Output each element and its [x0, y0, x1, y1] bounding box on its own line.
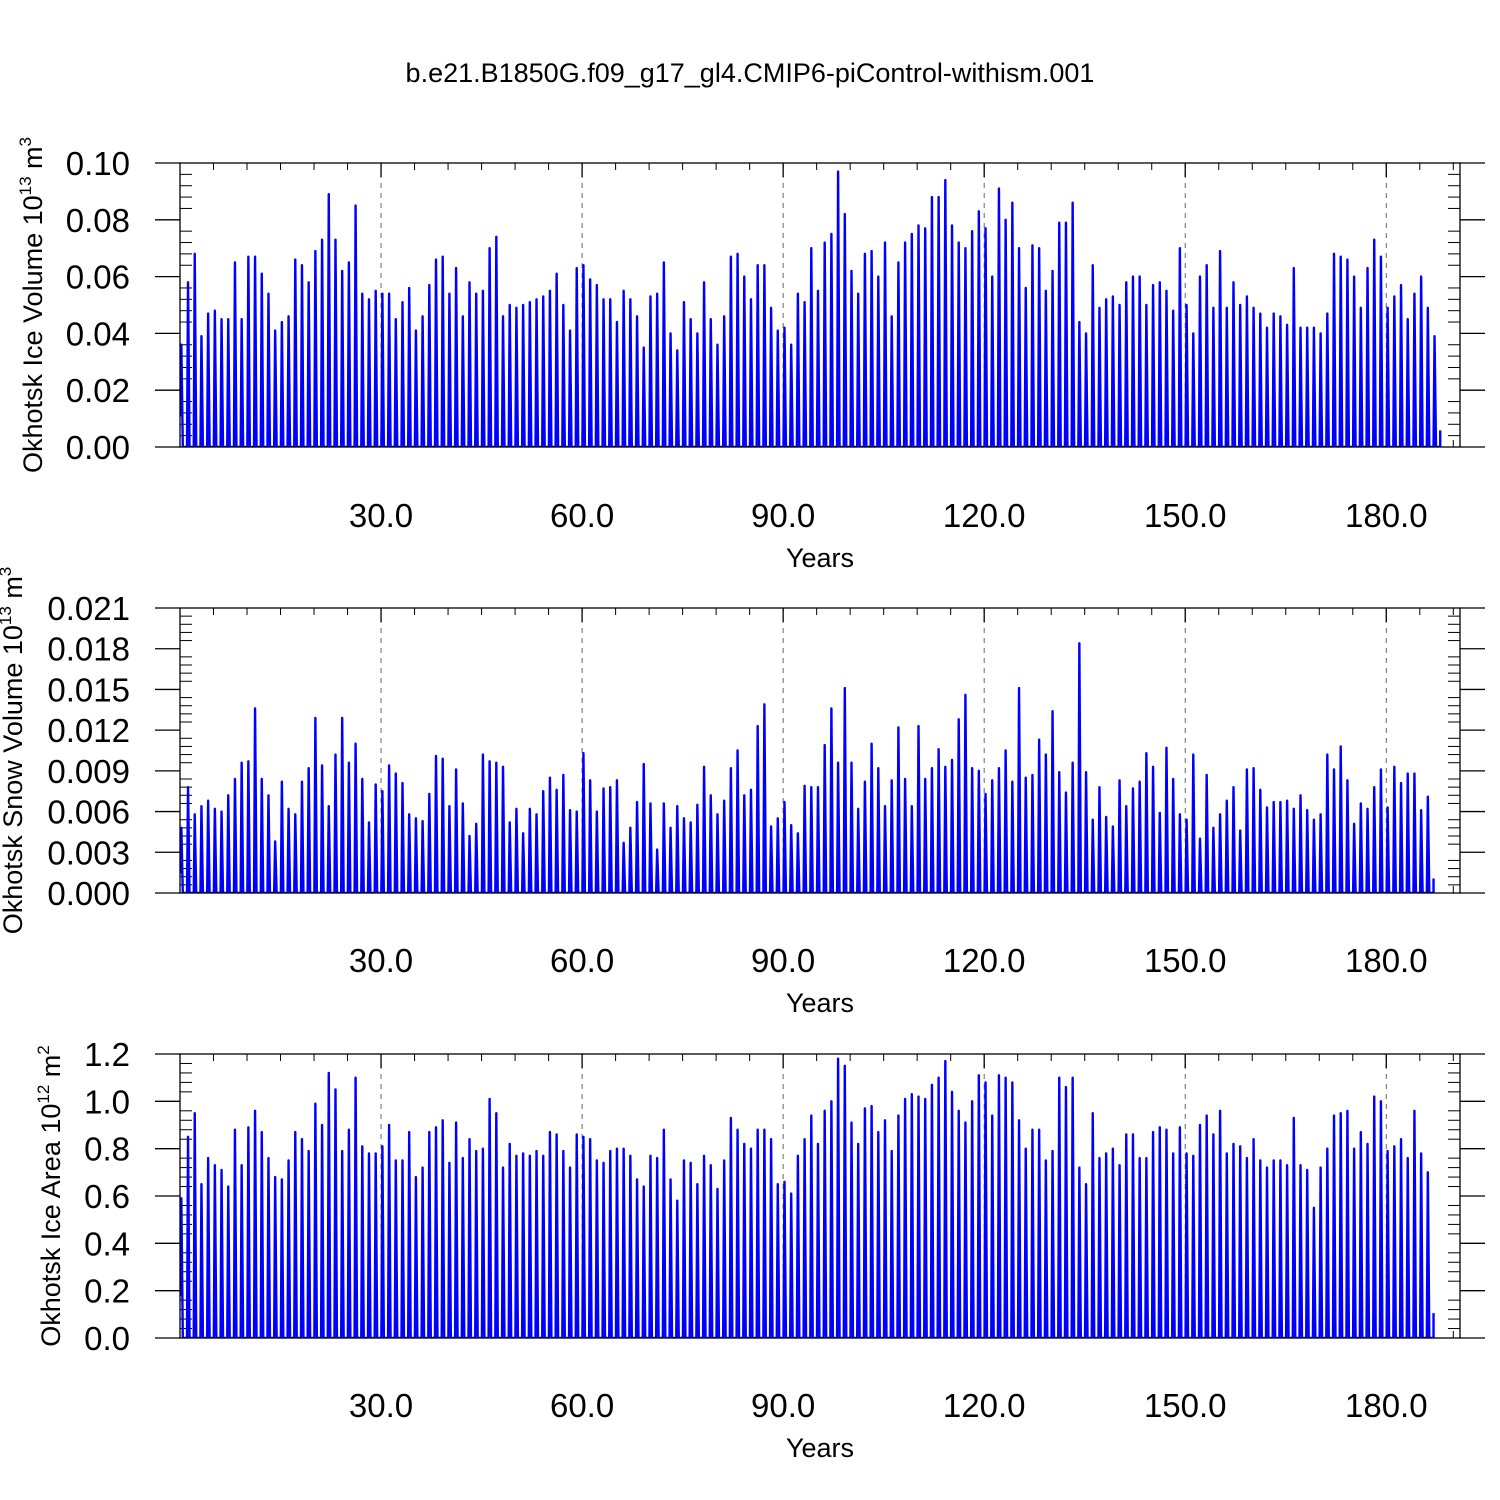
y-tick-label: 0.015 [47, 671, 130, 708]
y-tick-label: 1.0 [84, 1083, 130, 1120]
x-tick-label: 90.0 [751, 1387, 815, 1424]
panel-ice-volume: 0.00 0.02 0.04 0.06 0.08 0.10 30.0 60.0 90.0 120.… [16, 137, 1485, 573]
y-tick-label: 0.6 [84, 1178, 130, 1215]
plot-frame [179, 1053, 1461, 1339]
y-tick-label: 0.006 [47, 794, 130, 831]
x-tick-label: 180.0 [1345, 942, 1428, 979]
x-tick-label: 150.0 [1144, 1387, 1227, 1424]
x-axis-label: Years [786, 1433, 854, 1463]
y-tick-label: 0.009 [47, 753, 130, 790]
x-tick-label: 120.0 [943, 497, 1026, 534]
x-tick-label: 60.0 [550, 497, 614, 534]
y-tick-label: 0.4 [84, 1225, 130, 1262]
y-tick-label: 1.2 [84, 1036, 130, 1073]
y-tick-label: 0.021 [47, 590, 130, 627]
x-tick-label: 30.0 [349, 942, 413, 979]
x-tick-label: 150.0 [1144, 942, 1227, 979]
plot-frame [179, 162, 1461, 448]
y-axis-label: Okhotsk Ice Volume 1013 m3 [16, 137, 48, 473]
plot-frame [179, 607, 1461, 894]
y-tick-label: 0.10 [66, 145, 130, 182]
y-tick-label: 0.06 [66, 259, 130, 296]
y-tick-label: 0.04 [66, 315, 130, 352]
y-tick-label: 0.2 [84, 1273, 130, 1310]
panel-ice-area: 0.0 0.2 0.4 0.6 0.8 1.0 1.2 30.0 60.0 90.0 120.0 15… [34, 1036, 1485, 1463]
x-tick-label: 90.0 [751, 942, 815, 979]
y-tick-label: 0.018 [47, 631, 130, 668]
y-tick-label: 0.0 [84, 1320, 130, 1357]
x-tick-label: 150.0 [1144, 497, 1227, 534]
x-axis-label: Years [786, 988, 854, 1018]
x-tick-label: 60.0 [550, 1387, 614, 1424]
series-line [180, 642, 1435, 893]
figure-title: b.e21.B1850G.f09_g17_gl4.CMIP6-piControl… [405, 58, 1095, 88]
x-tick-label: 30.0 [349, 497, 413, 534]
series-line [180, 170, 1442, 447]
y-tick-label: 0.012 [47, 712, 130, 749]
x-tick-label: 180.0 [1345, 1387, 1428, 1424]
y-tick-label: 0.02 [66, 372, 130, 409]
series-line [180, 1057, 1435, 1338]
x-tick-label: 120.0 [943, 1387, 1026, 1424]
x-tick-label: 30.0 [349, 1387, 413, 1424]
x-tick-label: 60.0 [550, 942, 614, 979]
y-axis-label: Okhotsk Snow Volume 1013 m3 [0, 567, 28, 935]
y-tick-label: 0.00 [66, 429, 130, 466]
y-tick-label: 0.08 [66, 202, 130, 239]
y-tick-label: 0.8 [84, 1131, 130, 1168]
y-axis-label: Okhotsk Ice Area 1012 m2 [34, 1045, 66, 1347]
x-axis-label: Years [786, 543, 854, 573]
y-tick-label: 0.003 [47, 834, 130, 871]
y-tick-label: 0.000 [47, 875, 130, 912]
x-tick-label: 90.0 [751, 497, 815, 534]
x-tick-label: 180.0 [1345, 497, 1428, 534]
x-tick-label: 120.0 [943, 942, 1026, 979]
